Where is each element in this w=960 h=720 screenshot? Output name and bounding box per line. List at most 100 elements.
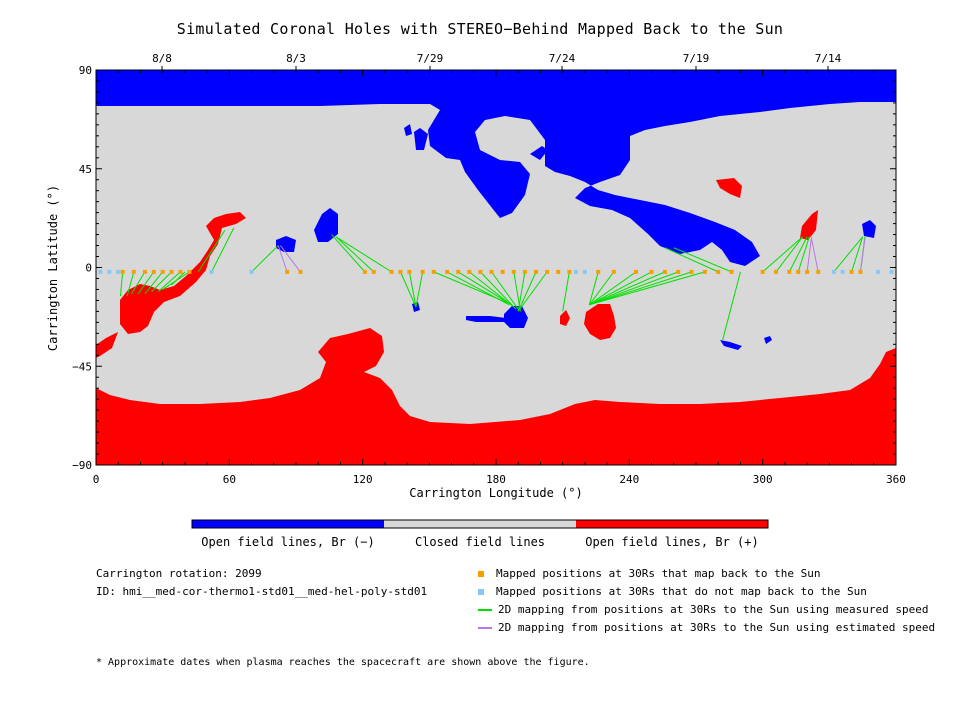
measured-mapping-line <box>137 271 155 295</box>
measured-mapping-line <box>517 271 526 312</box>
south-left-blob <box>96 332 118 358</box>
measured-mapping-line <box>151 271 172 292</box>
measured-mapping-line <box>797 236 810 273</box>
measured-mapping-line <box>415 271 424 308</box>
mapped-position-marker <box>662 269 667 274</box>
measured-mapping-line <box>589 271 706 306</box>
measured-mapping-line <box>762 236 803 273</box>
mapped-position-marker <box>160 269 165 274</box>
mapped-position-marker <box>431 269 436 274</box>
mapped-position-marker <box>676 269 681 274</box>
north-small-hole-1 <box>414 128 428 150</box>
x-tick-label: 300 <box>753 473 773 486</box>
measured-mapping-line <box>588 271 615 306</box>
positive-hole-left <box>120 212 246 334</box>
mapped-position-marker <box>489 269 494 274</box>
mapped-position-marker <box>500 269 505 274</box>
measured-mapping-line <box>335 236 375 273</box>
mapped-position-marker <box>849 269 854 274</box>
legend-label: 2D mapping from positions at 30Rs to the… <box>498 603 929 616</box>
mapped-position-marker <box>702 269 707 274</box>
measured-mapping-line <box>211 227 235 273</box>
unmapped-position-marker <box>582 269 587 274</box>
measured-mapping-line <box>331 234 366 273</box>
x-tick-label: 180 <box>486 473 506 486</box>
positive-hole-right <box>800 210 818 240</box>
mapped-position-marker <box>774 269 778 274</box>
legend-label: Mapped positions at 30Rs that map back t… <box>496 567 821 580</box>
mapped-position-marker <box>120 269 125 274</box>
mapping-lines <box>119 227 866 341</box>
measured-mapping-line <box>491 271 519 310</box>
measured-mapping-line <box>673 247 732 273</box>
colorbar-label-positive: Open field lines, Br (+) <box>585 535 759 549</box>
unmapped-position-marker <box>574 269 578 274</box>
unmapped-position-marker <box>209 269 214 274</box>
mapped-position-marker <box>398 269 403 274</box>
x-tick-label: 120 <box>353 473 373 486</box>
unmapped-position-marker <box>107 269 112 274</box>
legend-label: 2D mapping from positions at 30Rs to the… <box>498 621 936 634</box>
measured-mapping-line <box>589 271 692 306</box>
mapped-position-marker <box>285 269 290 274</box>
measured-mapping-line <box>131 271 146 295</box>
mapped-position-marker <box>805 269 810 274</box>
date-label: 7/29 <box>417 52 444 65</box>
green-line-icon <box>478 609 492 611</box>
measured-mapping-line <box>157 271 181 293</box>
positive-hole-upper <box>716 178 742 198</box>
measured-mapping-line <box>446 271 510 306</box>
legend-label: Mapped positions at 30Rs that do not map… <box>496 585 867 598</box>
mapped-position-marker <box>787 269 792 274</box>
estimated-mapping-line <box>859 238 866 272</box>
colorbar-negative <box>192 520 384 528</box>
footnote: * Approximate dates when plasma reaches … <box>96 657 590 668</box>
measured-mapping-line <box>197 229 226 273</box>
north-small-hole-3 <box>404 124 412 136</box>
measured-mapping-line <box>833 236 864 273</box>
mapped-position-marker <box>596 269 601 274</box>
mapped-position-marker <box>298 269 303 274</box>
mapped-position-marker <box>407 269 412 274</box>
measured-mapping-line <box>126 271 135 297</box>
mapped-position-marker <box>649 269 654 274</box>
mapped-position-marker <box>556 269 561 274</box>
measured-mapping-line <box>664 247 719 273</box>
mapped-position-marker <box>716 269 721 274</box>
legend-item-measured: 2D mapping from positions at 30Rs to the… <box>478 603 928 616</box>
date-label: 7/24 <box>549 52 576 65</box>
colorbar-label-negative: Open field lines, Br (−) <box>201 535 375 549</box>
measured-mapping-line <box>408 271 417 308</box>
unmapped-position-marker <box>116 269 121 274</box>
measured-mapping-line <box>589 271 666 306</box>
unmapped-position-marker <box>840 269 845 274</box>
estimated-mapping-line <box>811 238 819 272</box>
measured-mapping-line <box>851 236 864 273</box>
mapped-position-marker <box>187 269 192 274</box>
mapped-position-marker <box>567 269 572 274</box>
mapped-position-marker <box>545 269 550 274</box>
model-id: ID: hmi__med-cor-thermo1-std01__med-hel-… <box>96 585 428 598</box>
measured-mapping-line <box>775 236 804 273</box>
mapped-position-marker <box>634 269 638 274</box>
south-hole-edge <box>880 362 896 384</box>
purple-line-icon <box>478 627 492 629</box>
mapped-position-marker <box>151 269 156 274</box>
estimated-mapping-line <box>277 245 288 273</box>
mapped-position-marker <box>131 269 136 274</box>
measured-mapping-line <box>251 245 279 273</box>
axis-tick-labels: 0 60 120 180 240 300 360 90 45 0 −45 −90 8/8 8/3 7/29 7… <box>72 52 906 486</box>
x-tick-label: 240 <box>619 473 639 486</box>
legend-item-mapped: Mapped positions at 30Rs that map back t… <box>478 567 821 580</box>
mapped-position-marker <box>445 269 450 274</box>
blue-square-icon <box>478 589 484 595</box>
mapped-position-marker <box>420 269 425 274</box>
estimated-mapping-line <box>280 245 301 273</box>
closed-field-region <box>96 70 896 465</box>
negative-hole-h <box>764 336 772 344</box>
mapped-position-marker <box>142 269 147 274</box>
measured-mapping-line <box>517 271 548 312</box>
mapped-position-marker <box>796 269 801 274</box>
measured-mapping-line <box>119 271 124 297</box>
